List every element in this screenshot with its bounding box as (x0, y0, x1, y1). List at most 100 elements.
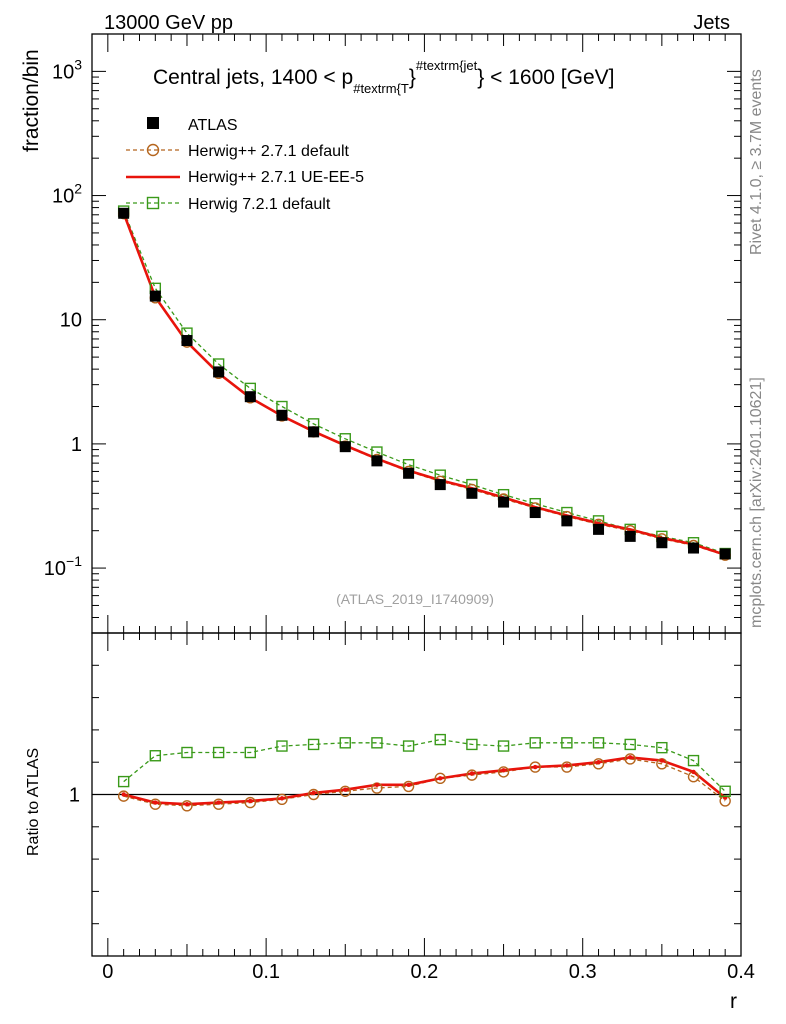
main-line-herwig-2-7-1-default (123, 213, 726, 556)
ratio-x-tick-label: 0.1 (252, 961, 280, 983)
title-suffix: } < 1600 [GeV] (477, 66, 614, 89)
ratio-line-herwig-2-7-1-ue-ee-5 (123, 756, 727, 806)
ratio-point-herwig-2-7-1-default (466, 769, 478, 781)
ratio-point-herwig-2-7-1-ue-ee-5 (438, 776, 443, 781)
ratio-point-herwig-2-7-1-ue-ee-5 (153, 800, 158, 805)
ratio-point-herwig-2-7-1-default (402, 780, 415, 793)
main-point-atlas (434, 479, 446, 491)
main-point-atlas (149, 290, 161, 302)
ratio-point-herwig-7-2-1-default (244, 746, 256, 759)
main-ylabel: fraction/bin (20, 49, 43, 152)
main-point-atlas (561, 515, 573, 527)
ratio-xlabel: r (730, 990, 737, 1013)
header-right-label: Jets (693, 12, 730, 34)
ratio-point-herwig-2-7-1-default (339, 785, 351, 797)
ratio-point-herwig-2-7-1-ue-ee-5 (627, 755, 633, 760)
ratio-point-herwig-2-7-1-default (181, 800, 193, 812)
header-left-label: 13000 GeV pp (104, 12, 233, 34)
main-point-atlas (371, 455, 383, 467)
ratio-point-herwig-2-7-1-ue-ee-5 (691, 769, 696, 775)
title-prefix: Central jets, 1400 < p (153, 66, 353, 89)
legend-label-atlas: ATLAS (188, 117, 238, 134)
ratio-point-herwig-2-7-1-ue-ee-5 (121, 792, 126, 797)
ratio-point-herwig-7-2-1-default (656, 741, 668, 754)
ratio-point-herwig-7-2-1-default (592, 737, 605, 749)
ratio-point-herwig-2-7-1-ue-ee-5 (248, 798, 253, 804)
ratio-point-herwig-2-7-1-ue-ee-5 (469, 771, 475, 776)
main-point-atlas (244, 391, 256, 403)
ratio-point-herwig-7-2-1-default (529, 737, 541, 749)
ratio-point-herwig-2-7-1-default (244, 796, 256, 809)
ratio-point-herwig-7-2-1-default (434, 733, 446, 746)
ratio-point-herwig-2-7-1-default (117, 790, 130, 802)
rivet-version-label: Rivet 4.1.0, ≥ 3.7M events (748, 69, 765, 255)
main-point-atlas (466, 487, 478, 499)
main-line-herwig-2-7-1-ue-ee-5 (122, 212, 726, 557)
main-point-atlas (213, 366, 225, 378)
ratio-point-herwig-7-2-1-default (719, 785, 731, 797)
ratio-point-herwig-2-7-1-ue-ee-5 (374, 782, 380, 788)
ratio-ylabel: Ratio to ATLAS (25, 748, 42, 856)
ratio-point-herwig-7-2-1-default (212, 746, 225, 759)
ratio-point-herwig-7-2-1-default (466, 738, 478, 751)
ratio-point-herwig-7-2-1-default (339, 737, 351, 749)
ratio-point-herwig-2-7-1-default (561, 761, 573, 773)
ratio-point-herwig-2-7-1-default (149, 798, 162, 810)
ratio-point-herwig-7-2-1-default (307, 738, 320, 751)
main-y-tick-label: 10 (60, 310, 82, 332)
mcplots-label: mcplots.cern.ch [arXiv:2401.10621] (748, 377, 765, 628)
main-point-atlas (624, 530, 636, 542)
main-point-atlas (593, 523, 605, 535)
ratio-point-herwig-2-7-1-default (307, 788, 320, 801)
ratio-point-herwig-2-7-1-ue-ee-5 (533, 764, 538, 770)
main-point-atlas (656, 537, 668, 549)
title-superscript: #textrm{jet (416, 58, 478, 73)
ratio-point-herwig-2-7-1-ue-ee-5 (406, 782, 411, 788)
main-point-atlas (719, 548, 731, 560)
title-subscript: #textrm{T (353, 81, 409, 96)
ratio-point-herwig-7-2-1-default (117, 775, 130, 788)
ratio-point-herwig-2-7-1-ue-ee-5 (596, 760, 601, 765)
ratio-point-herwig-7-2-1-default (402, 740, 415, 752)
ratio-point-herwig-2-7-1-default (276, 793, 288, 806)
main-y-tick-label: 103 (52, 56, 82, 83)
ratio-x-tick-label: 0.3 (569, 961, 597, 983)
ratio-point-herwig-7-2-1-default (181, 746, 193, 759)
ratio-point-herwig-2-7-1-default (434, 772, 446, 785)
ratio-point-herwig-2-7-1-default (592, 758, 605, 770)
main-y-tick-label: 102 (52, 181, 82, 208)
legend: ATLAS Herwig++ 2.7.1 default Herwig++ 2.… (126, 117, 364, 213)
ratio-point-herwig-7-2-1-default (561, 737, 573, 749)
legend-label-herwigpp-default: Herwig++ 2.7.1 default (188, 143, 350, 160)
ratio-point-herwig-2-7-1-default (497, 766, 510, 778)
analysis-watermark: (ATLAS_2019_I1740909) (336, 591, 494, 607)
main-title: Central jets, 1400 < p#textrm{T}#textrm{… (153, 58, 614, 96)
ratio-point-herwig-7-2-1-default (497, 740, 510, 752)
ratio-point-herwig-7-2-1-default (624, 738, 636, 751)
main-point-atlas (118, 207, 130, 219)
title-brace: } (409, 66, 416, 89)
ratio-point-herwig-2-7-1-ue-ee-5 (659, 758, 665, 763)
main-line-herwig-7-2-1-default (123, 210, 726, 555)
ratio-point-herwig-2-7-1-ue-ee-5 (311, 790, 316, 796)
legend-label-herwig7-default: Herwig 7.2.1 default (188, 196, 331, 213)
main-point-atlas (308, 426, 320, 438)
ratio-point-herwig-2-7-1-default (529, 761, 541, 773)
ratio-x-tick-label: 0 (102, 961, 113, 983)
legend-marker-herwig7-default (146, 196, 160, 210)
ratio-point-herwig-2-7-1-ue-ee-5 (184, 801, 190, 807)
ratio-y-tick-label: 1 (69, 785, 80, 807)
legend-marker-atlas (147, 117, 159, 129)
ratio-x-tick-label: 0.4 (727, 961, 755, 983)
main-point-atlas (181, 335, 193, 347)
ratio-point-herwig-2-7-1-ue-ee-5 (564, 763, 570, 768)
main-point-atlas (403, 467, 415, 479)
main-point-atlas (276, 409, 288, 421)
ratio-point-herwig-7-2-1-default (149, 750, 162, 762)
ratio-point-herwig-2-7-1-ue-ee-5 (501, 768, 506, 773)
main-point-atlas (339, 441, 351, 453)
ratio-point-herwig-2-7-1-default (624, 753, 636, 765)
